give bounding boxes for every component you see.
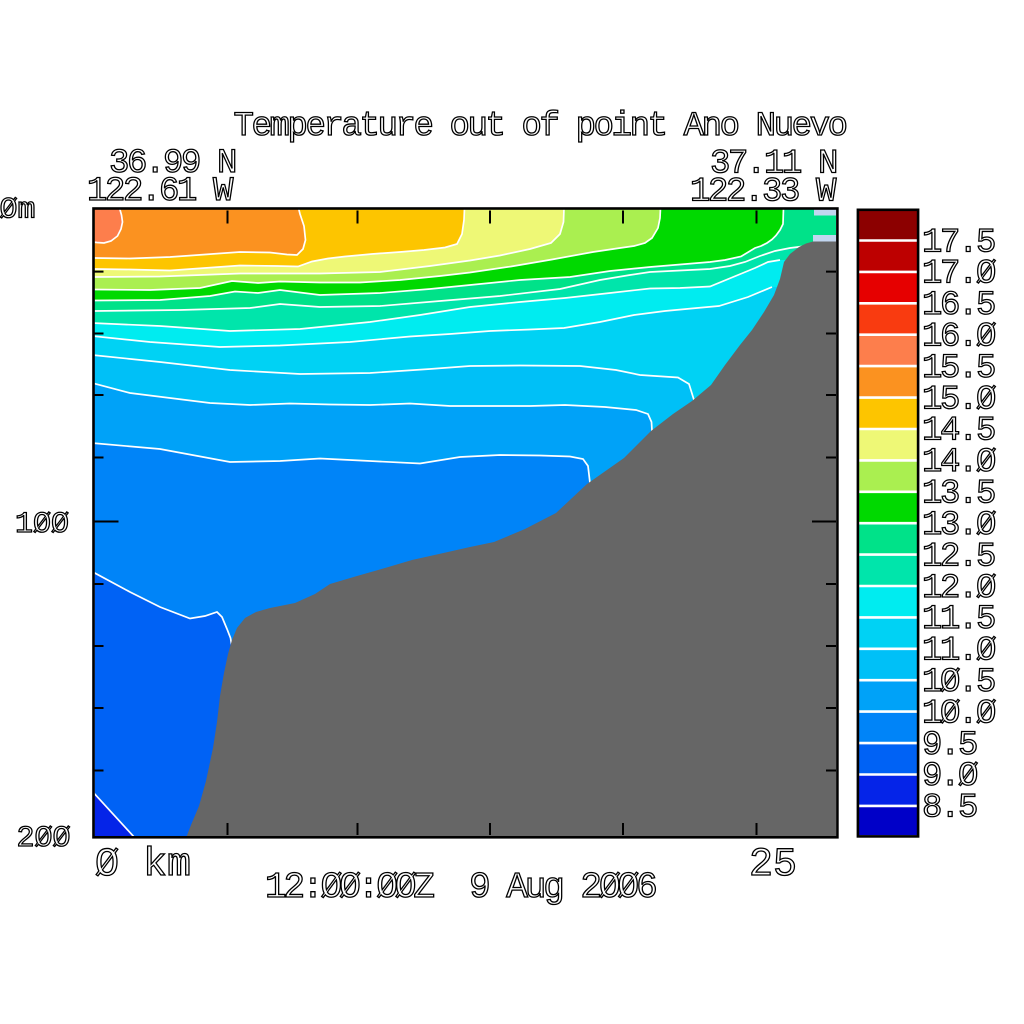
svg-text:1ØØ: 1ØØ (15, 508, 69, 542)
svg-text:8.5: 8.5 (922, 790, 977, 828)
svg-text:11.5: 11.5 (922, 601, 995, 639)
svg-text:122.33 W: 122.33 W (690, 174, 837, 212)
svg-text:15.5: 15.5 (922, 350, 995, 388)
svg-text:12:ØØ:ØØZ 9 Aug 2ØØ6: 12:ØØ:ØØZ 9 Aug 2ØØ6 (265, 867, 656, 908)
svg-text:Temperature out of point Ano N: Temperature out of point Ano Nuevo (234, 108, 847, 146)
svg-text:122.61 W: 122.61 W (87, 173, 234, 211)
svg-text:16.5: 16.5 (922, 287, 995, 325)
svg-text:Ø km: Ø km (95, 843, 191, 888)
svg-text:13.5: 13.5 (922, 476, 995, 514)
svg-text:17.Ø: 17.Ø (922, 256, 996, 294)
svg-text:1Ø.5: 1Ø.5 (922, 664, 995, 702)
svg-text:9.5: 9.5 (922, 727, 977, 765)
svg-text:2ØØ: 2ØØ (17, 822, 71, 856)
svg-text:16.Ø: 16.Ø (922, 318, 996, 356)
svg-text:12.Ø: 12.Ø (922, 570, 996, 608)
svg-text:12.5: 12.5 (922, 538, 995, 576)
svg-text:15.Ø: 15.Ø (922, 381, 996, 419)
svg-text:9.Ø: 9.Ø (922, 758, 978, 796)
svg-text:1Ø.Ø: 1Ø.Ø (922, 695, 996, 733)
svg-text:11.Ø: 11.Ø (922, 633, 996, 671)
svg-text:37.11 N: 37.11 N (710, 146, 836, 184)
svg-text:36.99 N: 36.99 N (109, 145, 235, 183)
svg-text:25: 25 (749, 843, 797, 888)
svg-text:14.5: 14.5 (922, 413, 995, 451)
svg-text:Øm: Øm (0, 194, 36, 228)
svg-text:13.Ø: 13.Ø (922, 507, 996, 545)
svg-text:14.Ø: 14.Ø (922, 444, 996, 482)
svg-text:17.5: 17.5 (922, 224, 995, 262)
